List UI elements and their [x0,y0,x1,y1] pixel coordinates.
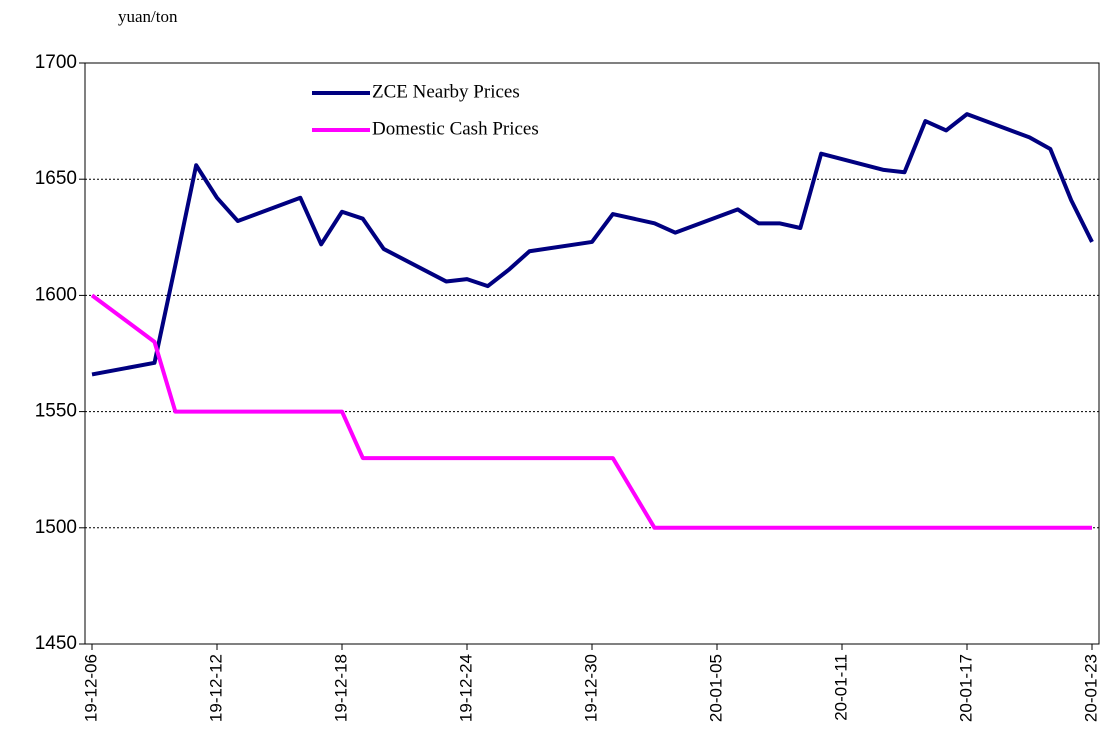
x-tick-label: 19-12-30 [581,654,600,722]
x-tick-label: 20-01-23 [1081,654,1100,722]
y-tick-label: 1550 [35,401,77,422]
y-tick-label: 1600 [35,284,77,305]
series-line [90,293,1092,530]
x-tick-label: 20-01-05 [706,654,725,722]
x-tick-label: 20-01-17 [956,654,975,722]
y-tick-label: 1650 [35,168,77,189]
x-tick-label: 19-12-18 [331,654,350,722]
x-tick-label: 19-12-12 [206,654,225,722]
unit-label: yuan/ton [118,7,178,26]
y-tick-label: 1500 [35,517,77,538]
y-tick-label: 1700 [35,52,77,73]
x-tick-label: 20-01-11 [831,654,850,721]
plot-frame [84,62,1100,645]
legend-label: Domestic Cash Prices [372,118,539,139]
x-tick-label: 19-12-24 [456,654,475,722]
x-tick-label: 19-12-06 [81,654,100,722]
legend-label: ZCE Nearby Prices [372,81,520,102]
series-line [91,112,1094,377]
y-tick-label: 1450 [35,633,77,654]
